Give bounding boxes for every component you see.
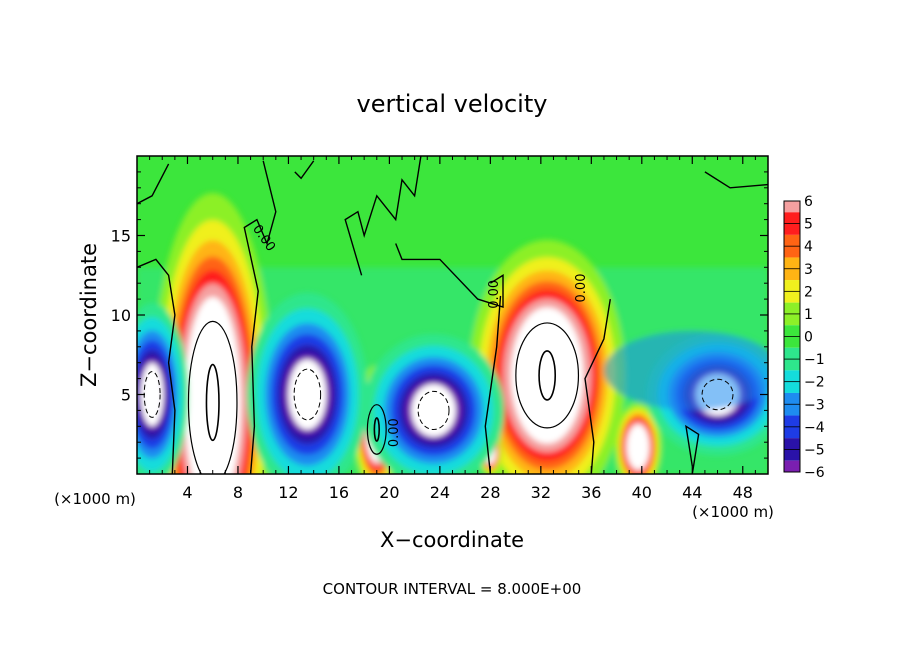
- colorbar-swatch: [784, 313, 800, 326]
- contour-label: 0.00: [387, 418, 402, 447]
- colorbar-swatch: [784, 438, 800, 450]
- contour-line: [515, 322, 580, 429]
- colorbar-label: −6: [804, 465, 825, 481]
- downdraft-core: [362, 334, 505, 474]
- contour-line: [417, 390, 450, 430]
- colorbar-label: 0: [804, 330, 813, 346]
- contour-line: [366, 404, 387, 455]
- zero-contour-line: [137, 258, 176, 474]
- colorbar-label: 6: [804, 194, 813, 210]
- colorbar-swatch: [784, 449, 800, 461]
- zero-contour-line: [584, 298, 611, 474]
- y-tick-label: 10: [111, 306, 131, 325]
- colorbar-label: 1: [804, 307, 813, 323]
- contour-line: [293, 368, 322, 421]
- x-unit-label: (×1000 m): [692, 503, 774, 521]
- colorbar-swatch: [784, 257, 800, 270]
- updraft-core: [468, 239, 626, 474]
- colorbar-swatch: [784, 381, 800, 393]
- colorbar-swatch: [784, 415, 800, 428]
- zero-contour-line: [243, 160, 277, 474]
- colorbar-label: 3: [804, 262, 813, 278]
- colorbar-label: 2: [804, 284, 813, 300]
- contour-line: [701, 378, 734, 411]
- colorbar-swatch: [784, 347, 800, 360]
- colorbar-swatch: [784, 325, 800, 337]
- updraft-peak: [627, 424, 649, 470]
- chart-title: vertical velocity: [357, 90, 548, 118]
- colorbar-label: −5: [804, 442, 825, 458]
- colorbar-swatch: [784, 246, 800, 258]
- colorbar-swatch: [784, 201, 800, 213]
- x-tick-label: 36: [581, 483, 601, 502]
- contour-label: 0.00: [487, 280, 502, 309]
- contour-line: [187, 320, 238, 474]
- zero-contour-line: [294, 160, 315, 180]
- colorbar-swatch: [784, 336, 800, 348]
- y-tick-label: 15: [111, 227, 131, 246]
- colorbar-swatch: [784, 234, 800, 247]
- zero-contour-line: [484, 295, 502, 474]
- colorbar-label: 5: [804, 217, 813, 233]
- downdraft-core: [246, 292, 368, 474]
- colorbar: −6 −5 −4 −3 −2 −1 0 1 2 3 4 5 6: [783, 194, 825, 481]
- colorbar-swatch: [784, 460, 800, 473]
- x-tick-label: 8: [233, 483, 243, 502]
- contour-interval-note: CONTOUR INTERVAL = 8.000E+00: [323, 580, 582, 598]
- colorbar-swatch: [784, 212, 800, 225]
- y-axis-label: Z−coordinate: [77, 243, 101, 387]
- x-tick-label: 40: [632, 483, 652, 502]
- zero-contour-line: [344, 156, 422, 276]
- colorbar-swatch: [784, 404, 800, 416]
- colorbar-swatch: [784, 392, 800, 405]
- z-unit-label: (×1000 m): [54, 490, 136, 508]
- zero-contour-line: [395, 243, 504, 308]
- zero-contour-line: [704, 171, 768, 189]
- x-tick-label: 20: [379, 483, 399, 502]
- contour-line: [538, 350, 557, 401]
- colorbar-swatch: [784, 291, 800, 303]
- field-band: [603, 330, 768, 411]
- x-tick-label: 4: [182, 483, 192, 502]
- colorbar-swatch: [784, 280, 800, 292]
- colorbar-label: 4: [804, 239, 813, 255]
- zero-contour-line: [685, 424, 700, 474]
- zero-contours: [137, 156, 768, 474]
- colorbar-label: −3: [804, 397, 825, 413]
- contour-line: [373, 417, 381, 442]
- updraft-peak: [510, 307, 584, 444]
- contour-label: 0.00: [574, 274, 589, 303]
- x-tick-label: 48: [733, 483, 753, 502]
- colorbar-swatch: [784, 268, 800, 281]
- x-tick-label: 24: [430, 483, 450, 502]
- colorbar-label: −4: [804, 420, 825, 436]
- colorbar-swatch: [784, 223, 800, 235]
- colorbar-label: −1: [804, 352, 825, 368]
- x-tick-label: 12: [278, 483, 298, 502]
- colorbar-swatch: [784, 359, 800, 371]
- updraft-core: [614, 402, 662, 474]
- zero-contour-line: [137, 163, 170, 205]
- x-tick-label: 32: [531, 483, 551, 502]
- colorbar-swatch: [784, 426, 800, 439]
- x-tick-label: 16: [329, 483, 349, 502]
- plot-area: 0.000.000.00 0.00: [137, 156, 768, 474]
- updraft-peak: [184, 297, 241, 474]
- x-tick-label: 44: [682, 483, 702, 502]
- colorbar-swatch: [784, 302, 800, 315]
- colorbar-label: −2: [804, 375, 825, 391]
- x-axis: 4 8 12 16 20 24 28 32 36 40 44 48: [149, 156, 756, 502]
- contour-line: [205, 363, 220, 442]
- y-tick-label: 5: [121, 386, 131, 405]
- x-tick-label: 28: [480, 483, 500, 502]
- colorbar-swatch: [784, 370, 800, 383]
- y-axis: 5 10 15: [111, 171, 768, 459]
- x-axis-label: X−coordinate: [380, 528, 524, 552]
